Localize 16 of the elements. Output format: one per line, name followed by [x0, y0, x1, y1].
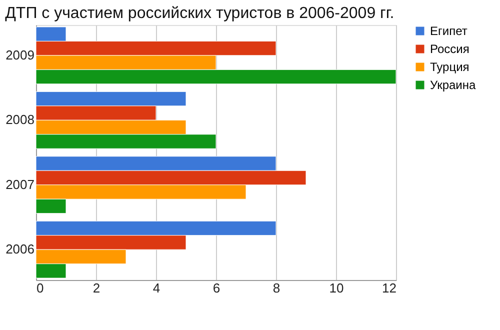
chart-title: ДТП с участием российских туристов в 2006-2009 гг.: [5, 5, 394, 22]
x-tick-label: 10: [329, 280, 344, 296]
x-tick-label: 6: [212, 280, 220, 296]
x-tick-label: 12: [382, 280, 396, 296]
y-tick-label: 2009: [6, 47, 34, 62]
x-tick-label: 0: [36, 280, 44, 296]
legend-label: Египет: [430, 24, 468, 38]
y-tick-label: 2008: [6, 112, 34, 128]
x-tick-label: 8: [272, 280, 280, 296]
legend-label: Украина: [430, 78, 476, 92]
legend-label: Турция: [430, 60, 470, 74]
y-tick-label: 2007: [6, 176, 34, 192]
x-tick-label: 2: [92, 280, 100, 296]
legend-label: Россия: [430, 42, 470, 56]
y-tick-label: 2006: [6, 242, 34, 257]
x-tick-label: 4: [152, 280, 160, 296]
